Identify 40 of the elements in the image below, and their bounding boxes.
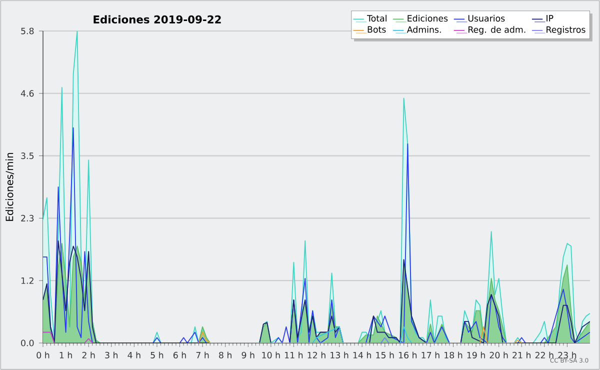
legend-label: Usuarios [468, 14, 505, 22]
legend-label: IP [546, 15, 554, 22]
x-tick-label: 22 h [535, 352, 554, 358]
x-tick-label: 6 h [173, 352, 186, 358]
x-tick-label: 18 h [444, 352, 462, 358]
legend-label: Bots [368, 26, 386, 33]
x-tick-label: 14 h [353, 352, 371, 358]
x-tick-label: 20 h [490, 352, 508, 358]
x-tick-label: 7 h [196, 352, 209, 358]
legend-label: Total [367, 14, 386, 22]
x-tick-label: 15 h [376, 352, 394, 358]
x-tick-label: 17 h [422, 352, 440, 358]
chart-title: Ediciones 2019-09-22 [94, 15, 221, 24]
x-tick-label: 11 h [285, 352, 303, 358]
x-tick-label: 23 h [558, 352, 576, 358]
x-tick-label: 3 h [105, 352, 118, 358]
y-tick-label: 1.2 [21, 277, 34, 284]
x-tick-label: 10 h [262, 352, 280, 358]
x-tick-label: 1 h [60, 352, 72, 358]
x-tick-label: 13 h [330, 352, 348, 358]
x-tick-label: 2 h [82, 352, 95, 358]
y-tick-label: 2.3 [21, 214, 34, 222]
x-tick-label: 0 h [36, 352, 50, 358]
x-tick-label: 12 h [308, 352, 326, 358]
x-tick-label: 4 h [128, 352, 140, 358]
x-tick-label: 5 h [150, 352, 164, 358]
x-tick-label: 9 h [242, 352, 254, 358]
legend-label: Registros [546, 26, 586, 35]
legend-label: Reg. de adm. [468, 26, 526, 35]
x-tick-label: 8 h [219, 352, 232, 358]
legend-label: Ediciones [408, 14, 448, 22]
y-axis-title: Ediciones/min [6, 152, 14, 221]
y-tick-label: 4.6 [20, 90, 34, 97]
y-tick-label: 3.5 [21, 152, 34, 160]
y-tick-label: 0.0 [21, 340, 34, 346]
x-tick-label: 19 h [467, 352, 485, 358]
x-tick-label: 16 h [398, 352, 417, 358]
legend-label: Admins. [406, 26, 441, 33]
x-tick-label: 21 h [512, 352, 530, 358]
y-tick-label: 5.8 [21, 28, 34, 34]
